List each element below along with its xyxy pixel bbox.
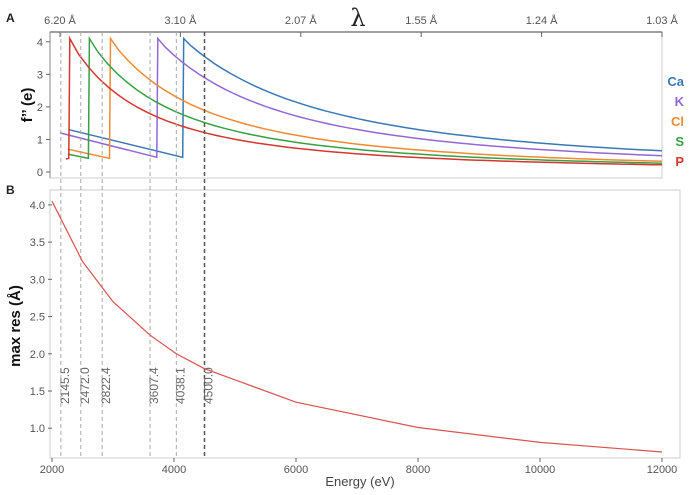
panel-b-x-tick-label: 6000: [284, 464, 308, 476]
top-axis-lambda-symbol: λ: [350, 4, 365, 32]
panel-b-y-label: max res (Å): [7, 285, 24, 367]
panel-b-x-tick-label: 12000: [647, 464, 678, 476]
edge-marker-label: 2145.5: [58, 367, 72, 404]
legend-label-k: K: [675, 94, 685, 109]
panel-b: B 2145.5 2472.0 2822.4 3607.4 4038.1 4500.0 1…: [6, 32, 681, 489]
panel-b-y-tick-label: 1.0: [30, 423, 45, 435]
top-axis-ticks: 6.20 Å 3.10 Å 2.07 Å 1.55 Å 1.24 Å 1.03 Å: [44, 14, 679, 37]
panel-a-y-tick-label: 2: [37, 102, 43, 114]
top-axis-tick-label: 3.10 Å: [164, 14, 196, 27]
series-line-cl: [67, 36, 663, 163]
panel-b-x-tick-label: 10000: [525, 464, 556, 476]
panel-b-y-tick-label: 3.0: [30, 274, 45, 286]
panel-b-y-tick-label: 2.5: [30, 312, 45, 324]
edge-marker-label: 2472.0: [78, 367, 92, 404]
panel-letter-a: A: [6, 11, 15, 25]
panel-a-y-tick-label: 4: [37, 37, 43, 49]
panel-b-frame: [49, 189, 681, 459]
legend-label-cl: Cl: [671, 114, 684, 129]
edge-marker-label: 4038.1: [173, 367, 187, 404]
panel-b-y-tick-label: 1.5: [30, 386, 45, 398]
panel-a-frame: [49, 31, 663, 179]
panel-b-x-label: Energy (eV): [325, 474, 394, 489]
panel-b-x-axis: 2000 4000 6000 8000 10000 12000: [40, 458, 678, 476]
edge-marker-label: 4500.0: [202, 367, 216, 404]
series-line-ca: [68, 36, 663, 159]
edge-marker-label: 3607.4: [147, 367, 161, 404]
series-line-k: [59, 36, 663, 159]
edge-marker-label: 2822.4: [99, 367, 113, 404]
top-axis-tick-label: 1.03 Å: [646, 14, 678, 27]
panel-a-series: [59, 35, 663, 166]
panel-a-legend: Ca K Cl SP: [667, 74, 684, 169]
resolution-curve: [51, 200, 663, 453]
panel-b-y-tick-label: 2.0: [30, 349, 45, 361]
top-axis-tick-label: 1.55 Å: [405, 14, 437, 27]
legend-label-s: S: [675, 134, 684, 149]
panel-a-y-tick-label: 0: [37, 167, 43, 179]
panel-b-x-tick-label: 2000: [40, 464, 64, 476]
panel-letter-b: B: [6, 183, 15, 197]
panel-a-y-axis: 0 1 2 3 4: [37, 32, 51, 179]
panel-b-x-tick-label: 4000: [162, 464, 186, 476]
panel-a-y-tick-label: 1: [37, 134, 43, 146]
panel-b-x-tick-label: 8000: [406, 464, 430, 476]
panel-b-series: [51, 200, 663, 453]
series-line-p: [65, 35, 663, 166]
panel-b-y-tick-label: 3.5: [30, 237, 45, 249]
panel-a-y-tick-label: 3: [37, 69, 43, 81]
top-axis-tick-label: 1.24 Å: [526, 14, 558, 27]
top-axis-tick-label: 6.20 Å: [44, 14, 76, 27]
legend-label-p: P: [675, 154, 684, 169]
series-line-s: [67, 35, 663, 164]
legend-label-ca: Ca: [667, 74, 684, 89]
panel-b-y-tick-label: 4.0: [30, 200, 45, 212]
panel-a-y-label: f’’ (e): [19, 88, 36, 123]
edge-markers: 2145.5 2472.0 2822.4 3607.4 4038.1 4500.0: [58, 32, 216, 458]
panel-a: A λ 6.20 Å 3.10 Å 2.07 Å 1.55 Å 1.24 Å 1.03 Å…: [6, 4, 685, 179]
top-axis-tick-label: 2.07 Å: [285, 14, 317, 27]
panel-b-y-axis: 1.0 1.5 2.0 2.5 3.0 3.5 4.0: [30, 200, 52, 435]
